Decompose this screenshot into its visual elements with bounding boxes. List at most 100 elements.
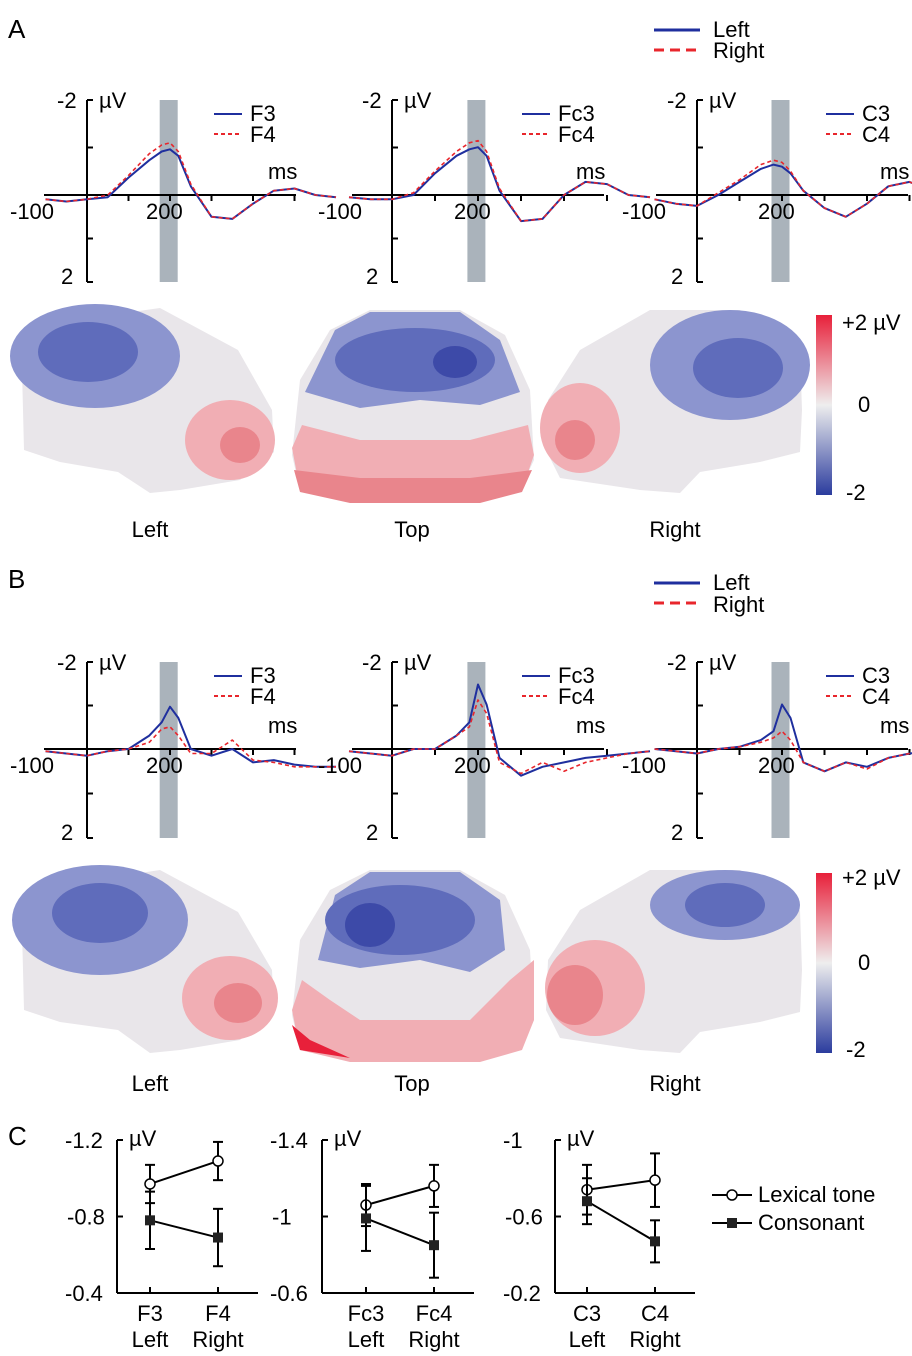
scale-bottom-label: -2	[846, 1037, 866, 1062]
x-category-label: F4	[205, 1301, 231, 1326]
data-point-consonant	[582, 1196, 592, 1207]
erp-series-line	[654, 730, 912, 773]
legend-tone-label: Lexical tone	[758, 1182, 875, 1207]
y-unit-label: µV	[404, 88, 432, 113]
erp-series-line	[348, 139, 651, 222]
highlight-window	[159, 100, 178, 282]
color-scale: +2 µV 0 -2	[816, 865, 901, 1062]
erp-series-line	[45, 142, 337, 220]
panel-letter: A	[8, 14, 26, 44]
y-bottom-label: 2	[366, 264, 378, 289]
legend-right-electrode: Fc4	[558, 122, 595, 147]
map-label-top: Top	[394, 517, 429, 542]
x-tick-label: 200	[454, 199, 491, 224]
x-category-label: Fc4	[416, 1301, 453, 1326]
y-unit-label: µV	[99, 88, 127, 113]
legend-left-electrode: C3	[862, 101, 890, 126]
erp-series-line	[654, 163, 912, 218]
panel-letter: B	[8, 564, 25, 594]
panel-letter: C	[8, 1121, 27, 1151]
map-positive-core	[294, 470, 532, 503]
map-label-right: Right	[649, 517, 700, 542]
legend-right-electrode: F4	[250, 122, 276, 147]
legend-right-electrode: C4	[862, 122, 890, 147]
map-positive-region	[292, 960, 534, 1062]
legend-tone-marker	[726, 1189, 738, 1201]
map-negative-peak	[345, 903, 395, 947]
series-line	[149, 1160, 219, 1185]
x-category-label: C3	[573, 1301, 601, 1326]
x-left-label: -100	[622, 753, 666, 778]
y-bottom-label: 2	[671, 820, 683, 845]
y-top-label: -2	[667, 88, 687, 113]
topomap-top	[292, 310, 534, 503]
y-unit-label: µV	[99, 650, 127, 675]
legend-consonant-marker	[727, 1218, 737, 1228]
scale-top-label: +2 µV	[842, 865, 901, 890]
x-tick-label: 200	[758, 199, 795, 224]
x-unit-label: ms	[880, 713, 909, 738]
map-positive-core	[547, 965, 603, 1025]
x-unit-label: ms	[268, 159, 297, 184]
map-negative-core	[693, 338, 783, 398]
legend-left-electrode: Fc3	[558, 663, 595, 688]
x-unit-label: ms	[880, 159, 909, 184]
map-negative-peak	[433, 346, 477, 378]
legend-consonant-label: Consonant	[758, 1210, 864, 1235]
topomap-right	[545, 870, 802, 1053]
x-left-label: -100	[318, 199, 362, 224]
y-unit-label: µV	[567, 1126, 595, 1151]
panel-legend: Left Right	[654, 570, 764, 617]
x-tick-label: 200	[146, 199, 183, 224]
x-tick-label: 200	[146, 753, 183, 778]
x-category-label: Fc3	[348, 1301, 385, 1326]
data-point-tone	[144, 1178, 156, 1190]
x-category-label: F3	[137, 1301, 163, 1326]
color-scale-bar	[816, 315, 832, 495]
legend-left-electrode: F3	[250, 101, 276, 126]
y-unit-label: µV	[334, 1126, 362, 1151]
map-positive-core	[292, 1025, 350, 1058]
map-positive-core	[214, 983, 262, 1023]
map-negative-core	[685, 883, 765, 927]
scale-bottom-label: -2	[846, 480, 866, 505]
topomap-left	[12, 865, 278, 1053]
legend-left-electrode: F3	[250, 663, 276, 688]
y-bottom-label: -0.2	[503, 1281, 541, 1306]
erp-series-line	[654, 159, 912, 218]
erp-series-line	[45, 705, 336, 768]
x-category-sublabel: Left	[132, 1327, 169, 1352]
legend-right-electrode: C4	[862, 684, 890, 709]
x-category-label: C4	[641, 1301, 669, 1326]
legend-left-electrode: C3	[862, 663, 890, 688]
y-bottom-label: 2	[61, 264, 73, 289]
y-bottom-label: -0.6	[270, 1281, 308, 1306]
data-point-tone	[649, 1174, 661, 1186]
y-top-label: -2	[362, 650, 382, 675]
map-label-right: Right	[649, 1071, 700, 1096]
x-unit-label: ms	[576, 159, 605, 184]
x-unit-label: ms	[268, 713, 297, 738]
topomap-top	[292, 870, 534, 1062]
y-top-label: -2	[57, 88, 77, 113]
series-line	[365, 1184, 435, 1206]
data-point-consonant	[429, 1240, 439, 1251]
legend-right-label: Right	[713, 38, 764, 63]
y-mid-label: -0.6	[505, 1205, 543, 1230]
topomap-right	[540, 310, 810, 493]
y-top-label: -1	[503, 1128, 523, 1153]
series-line	[149, 1219, 219, 1239]
panel-legend: Left Right	[654, 17, 764, 63]
series-line	[586, 1179, 656, 1191]
